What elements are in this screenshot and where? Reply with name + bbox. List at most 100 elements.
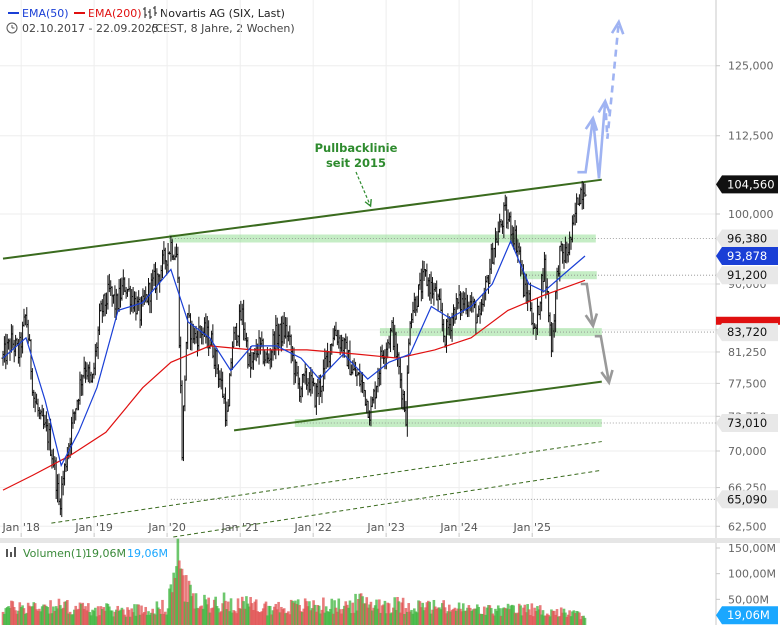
volume-bar [166, 608, 170, 625]
volume-bar [247, 606, 251, 625]
volume-bar [261, 608, 265, 625]
price-badge-4: 83,720 [716, 323, 778, 342]
volume-bar [47, 613, 51, 625]
volume-bar [520, 615, 524, 625]
volume-bar [82, 608, 86, 625]
volume-bar [81, 602, 85, 625]
scenario-down-path-2 [594, 334, 611, 383]
volume-bar [73, 609, 76, 625]
volume-bar [40, 606, 44, 625]
volume-bar [32, 602, 36, 625]
volume-bar [45, 605, 48, 625]
volume-bar [3, 613, 6, 625]
volume-bar [240, 596, 244, 625]
volume-bar [337, 598, 341, 625]
volume-bar [316, 605, 320, 625]
y-tick-label-0: 125,000 [728, 60, 774, 73]
volume-bar [449, 611, 452, 625]
price-badge-2: 93,878 [716, 246, 778, 265]
volume-bar [319, 613, 322, 625]
y-tick-label-2: 100,000 [728, 208, 774, 221]
volume-bar [145, 614, 149, 625]
scenario-down-arrowhead-1 [584, 313, 599, 329]
scenario-down-path-1 [580, 282, 595, 327]
volume-bar [396, 597, 399, 625]
volume-bar [161, 599, 164, 625]
vol-tick-label-2: 50,00M [728, 593, 769, 606]
volume-bar [236, 598, 240, 625]
volume-bar [18, 602, 22, 625]
price-badge-0: 104,560 [716, 175, 778, 194]
volume-bar [98, 615, 101, 625]
volume-bar [575, 610, 578, 625]
volume-bar [245, 596, 248, 625]
volume-bar [471, 609, 475, 625]
volume-bar [117, 610, 121, 625]
volume-bar [505, 608, 508, 625]
volume-bar [77, 608, 80, 625]
ema50-legend-label: EMA(50) [22, 7, 69, 20]
volume-bar [334, 607, 338, 625]
volume-bar [243, 608, 247, 625]
volume-bar [547, 614, 550, 625]
volume-bar [555, 609, 559, 625]
volume-bar [440, 603, 444, 625]
volume-bar [361, 596, 364, 625]
volume-bar [25, 612, 29, 625]
ema200-line [2, 279, 586, 491]
volume-bar [324, 606, 328, 625]
volume-bar [580, 615, 584, 625]
volume-bar [210, 608, 213, 625]
volume-bar [229, 598, 233, 625]
volume-bar [29, 606, 33, 625]
volume-bar [119, 609, 122, 625]
volume-bar [498, 608, 501, 625]
volume-bar [403, 613, 406, 625]
volume-bar [11, 601, 15, 625]
volume-bar [489, 607, 493, 625]
panel-separator[interactable] [0, 538, 780, 543]
volume-bar [8, 607, 12, 625]
y-tick-label-6: 77,500 [728, 377, 767, 390]
volume-bar [298, 604, 301, 625]
volume-bar [147, 611, 150, 625]
volume-bar [151, 608, 154, 625]
volume-bar [288, 614, 292, 625]
volume-bar [22, 608, 26, 625]
volume-bar [15, 613, 19, 625]
volume-bar [12, 607, 16, 625]
volume-bar [137, 604, 141, 625]
volume-bar [144, 606, 148, 625]
volume-bar [238, 608, 241, 625]
volume-bar [7, 606, 10, 625]
volume-bar [112, 616, 115, 625]
volume-bar [485, 607, 489, 625]
volume-bar [407, 603, 411, 625]
volume-bar [138, 614, 142, 625]
volume-bar [129, 616, 132, 625]
volume-bar [450, 609, 454, 625]
date-range-note: (CEST, 8 Jahre, 2 Wochen) [151, 22, 295, 35]
volume-bar [168, 588, 171, 625]
volume-bar [277, 601, 280, 625]
scenario-down-arrowhead-2 [600, 369, 614, 386]
volume-bar [435, 608, 439, 625]
volume-bar [456, 608, 459, 625]
volume-bar [415, 612, 419, 625]
price-badge-label-6: 65,090 [727, 492, 767, 506]
instrument-legend-label: Novartis AG (SIX, Last) [160, 7, 285, 20]
volume-bar [169, 584, 173, 625]
price-badge-1: 96,380 [716, 229, 778, 248]
volume-bar [492, 615, 496, 625]
x-tick-label-2: Jan '20 [147, 521, 185, 534]
volume-bar [565, 616, 569, 625]
volume-bar [295, 603, 299, 625]
volume-bar [494, 608, 497, 625]
x-tick-label-7: Jan '25 [512, 521, 550, 534]
volume-bar [393, 597, 397, 625]
volume-bar [46, 607, 50, 625]
volume-bar [327, 612, 331, 625]
price-badges: 104,560 96,380 93,878 91,200 83,720 73,010 65,… [716, 175, 780, 509]
